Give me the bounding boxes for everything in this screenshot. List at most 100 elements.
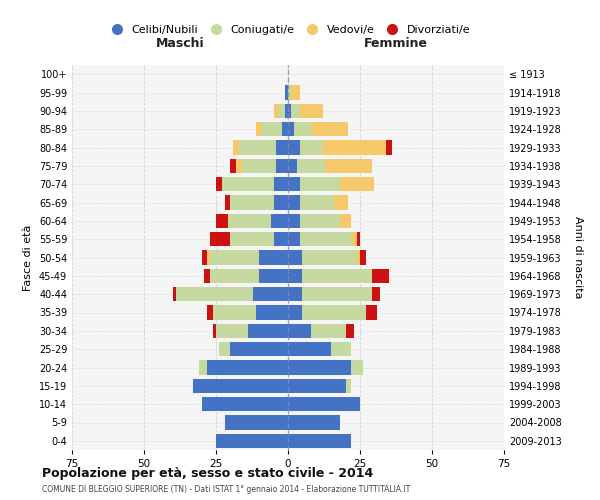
Bar <box>352 360 363 374</box>
Bar <box>262 122 282 136</box>
Bar <box>210 268 259 283</box>
Bar <box>256 306 288 320</box>
Bar <box>274 196 288 209</box>
Bar <box>205 268 210 283</box>
Bar <box>233 140 239 154</box>
Bar <box>230 158 236 173</box>
Bar <box>253 287 288 302</box>
Bar <box>288 250 302 264</box>
Bar <box>208 250 210 264</box>
Bar <box>371 287 380 302</box>
Bar <box>386 140 392 154</box>
Bar <box>274 232 288 246</box>
Bar <box>193 378 288 393</box>
Bar <box>230 196 274 209</box>
Bar <box>288 86 291 100</box>
Bar <box>346 324 354 338</box>
Bar <box>288 324 311 338</box>
Bar <box>230 342 288 356</box>
Bar <box>302 287 371 302</box>
Bar <box>299 232 352 246</box>
Bar <box>224 196 230 209</box>
Bar <box>239 140 277 154</box>
Bar <box>224 416 288 430</box>
Bar <box>331 342 352 356</box>
Bar <box>299 104 323 118</box>
Bar <box>285 104 288 118</box>
Bar <box>325 158 371 173</box>
Bar <box>236 158 242 173</box>
Bar <box>288 287 302 302</box>
Bar <box>176 287 253 302</box>
Bar <box>216 214 227 228</box>
Bar <box>230 232 274 246</box>
Bar <box>277 158 288 173</box>
Bar <box>288 214 299 228</box>
Bar <box>259 268 288 283</box>
Y-axis label: Fasce di età: Fasce di età <box>23 224 33 290</box>
Bar <box>302 268 371 283</box>
Bar <box>288 177 299 192</box>
Text: Maschi: Maschi <box>155 38 205 51</box>
Bar <box>199 360 208 374</box>
Bar <box>288 360 352 374</box>
Bar <box>357 250 360 264</box>
Bar <box>277 140 288 154</box>
Bar <box>311 324 346 338</box>
Bar <box>288 342 331 356</box>
Bar <box>173 287 176 302</box>
Text: Popolazione per età, sesso e stato civile - 2014: Popolazione per età, sesso e stato civil… <box>42 468 373 480</box>
Bar <box>256 122 262 136</box>
Bar <box>288 306 302 320</box>
Bar <box>227 214 271 228</box>
Bar <box>202 397 288 411</box>
Bar <box>288 158 296 173</box>
Bar <box>271 214 288 228</box>
Text: COMUNE DI BLEGGIO SUPERIORE (TN) - Dati ISTAT 1° gennaio 2014 - Elaborazione TUT: COMUNE DI BLEGGIO SUPERIORE (TN) - Dati … <box>42 486 410 494</box>
Bar <box>285 86 288 100</box>
Bar <box>371 268 389 283</box>
Bar <box>216 324 248 338</box>
Text: Femmine: Femmine <box>364 38 428 51</box>
Bar <box>296 158 325 173</box>
Bar <box>280 104 285 118</box>
Bar <box>216 434 288 448</box>
Bar <box>288 232 299 246</box>
Bar <box>210 250 259 264</box>
Bar <box>208 306 213 320</box>
Bar <box>216 177 222 192</box>
Bar <box>202 250 208 264</box>
Bar <box>366 306 377 320</box>
Bar <box>288 140 299 154</box>
Bar <box>357 232 360 246</box>
Bar <box>222 177 274 192</box>
Bar <box>282 122 288 136</box>
Legend: Celibi/Nubili, Coniugati/e, Vedovi/e, Divorziati/e: Celibi/Nubili, Coniugati/e, Vedovi/e, Di… <box>101 20 475 40</box>
Bar <box>248 324 288 338</box>
Bar <box>242 158 277 173</box>
Bar <box>288 122 294 136</box>
Bar <box>294 122 311 136</box>
Bar <box>213 324 216 338</box>
Bar <box>346 378 352 393</box>
Bar <box>340 177 374 192</box>
Bar <box>291 86 299 100</box>
Bar <box>208 360 288 374</box>
Bar <box>274 177 288 192</box>
Bar <box>340 214 352 228</box>
Bar <box>274 104 280 118</box>
Bar <box>288 104 291 118</box>
Bar <box>360 250 366 264</box>
Bar <box>311 122 349 136</box>
Bar <box>288 397 360 411</box>
Bar <box>334 196 349 209</box>
Bar <box>299 196 334 209</box>
Y-axis label: Anni di nascita: Anni di nascita <box>573 216 583 298</box>
Bar <box>302 250 357 264</box>
Bar <box>288 378 346 393</box>
Bar <box>323 140 386 154</box>
Bar <box>299 214 340 228</box>
Bar <box>219 342 230 356</box>
Bar <box>288 416 340 430</box>
Bar <box>288 268 302 283</box>
